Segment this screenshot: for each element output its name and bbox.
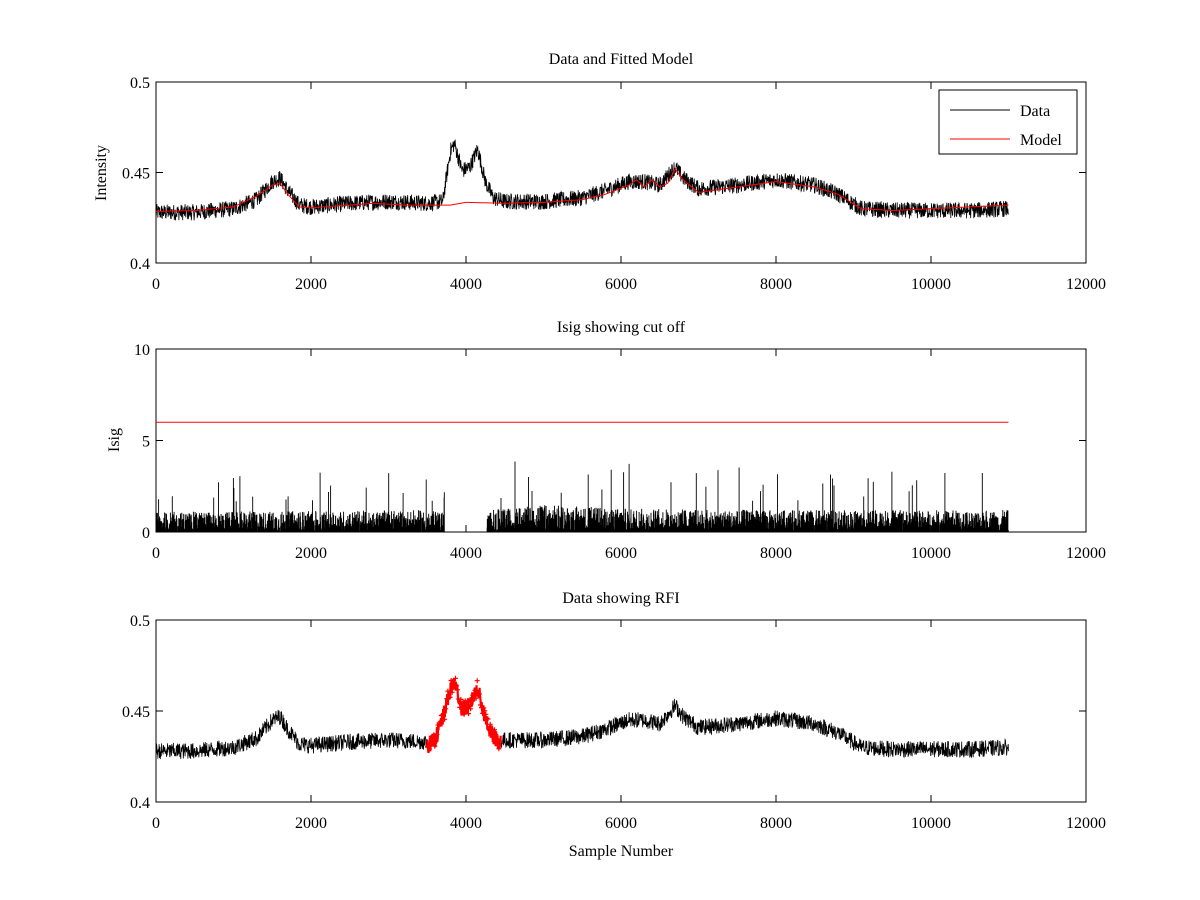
plot-area — [155, 619, 1087, 803]
y-tick-label: 0 — [142, 525, 150, 542]
model-line — [156, 167, 1009, 212]
legend-entry-data: Data — [1020, 103, 1050, 120]
x-tick-label: 12000 — [1066, 815, 1106, 832]
y-axis-label: Intensity — [93, 145, 110, 201]
series-layer — [155, 139, 1009, 221]
panel-data-showing-rfi: 0 2000 4000 6000 8000 10000 12000 0.4 0.45 0.5 Da… — [122, 590, 1106, 860]
series-trace — [155, 461, 1009, 532]
x-tick-label: 4000 — [450, 815, 482, 832]
series-trace — [155, 698, 1009, 760]
y-tick-label: 5 — [142, 434, 150, 451]
x-tick-label: 8000 — [760, 545, 792, 562]
x-tick-label: 2000 — [295, 545, 327, 562]
chart-title: Isig showing cut off — [557, 319, 686, 336]
x-tick-label: 8000 — [760, 276, 792, 293]
x-tick-label: 2000 — [295, 276, 327, 293]
legend-entry-model: Model — [1020, 132, 1062, 149]
panel-data-and-fitted-model: 0 2000 4000 6000 8000 10000 12000 0.4 0.45 0.5 Da… — [93, 51, 1106, 293]
x-tick-label: 0 — [152, 276, 160, 293]
data-trace — [155, 139, 1009, 221]
x-tick-label: 4000 — [450, 276, 482, 293]
series-layer — [155, 675, 1009, 760]
x-axis-label: Sample Number — [569, 843, 674, 860]
x-tick-label: 6000 — [605, 276, 637, 293]
y-tick-label: 0.45 — [122, 704, 150, 721]
rfi-markers — [424, 675, 503, 752]
legend-box — [938, 89, 1078, 155]
y-tick-label: 0.45 — [122, 166, 150, 183]
y-tick-label: 10 — [134, 342, 150, 359]
x-tick-label: 2000 — [295, 815, 327, 832]
series-layer — [155, 421, 1009, 532]
plot-area — [155, 81, 1087, 264]
x-tick-label: 10000 — [911, 545, 951, 562]
x-tick-label: 6000 — [605, 815, 637, 832]
y-tick-label: 0.5 — [130, 75, 150, 92]
legend: Data Model — [938, 89, 1078, 155]
x-tick-label: 10000 — [911, 276, 951, 293]
x-tick-label: 12000 — [1066, 276, 1106, 293]
y-axis-label: Isig — [106, 428, 123, 452]
plot-area — [155, 348, 1087, 533]
axes-layer: 0 2000 4000 6000 8000 10000 12000 0.4 0.45 0.5 — [122, 613, 1106, 832]
y-tick-label: 0.4 — [130, 256, 150, 273]
y-tick-label: 0.5 — [130, 613, 150, 630]
x-tick-label: 8000 — [760, 815, 792, 832]
panel-isig-showing-cut-off: 0 2000 4000 6000 8000 10000 12000 0 5 10 Isig sho… — [106, 319, 1106, 562]
x-tick-label: 0 — [152, 545, 160, 562]
axes-layer: 0 2000 4000 6000 8000 10000 12000 0 5 10 — [134, 342, 1106, 562]
chart-title: Data and Fitted Model — [549, 51, 694, 68]
x-tick-label: 6000 — [605, 545, 637, 562]
x-tick-label: 0 — [152, 815, 160, 832]
x-tick-label: 12000 — [1066, 545, 1106, 562]
x-tick-label: 4000 — [450, 545, 482, 562]
chart-title: Data showing RFI — [562, 590, 679, 607]
x-tick-label: 10000 — [911, 815, 951, 832]
axes-layer: 0 2000 4000 6000 8000 10000 12000 0.4 0.45 0.5 — [122, 75, 1106, 293]
y-tick-label: 0.4 — [130, 795, 150, 812]
